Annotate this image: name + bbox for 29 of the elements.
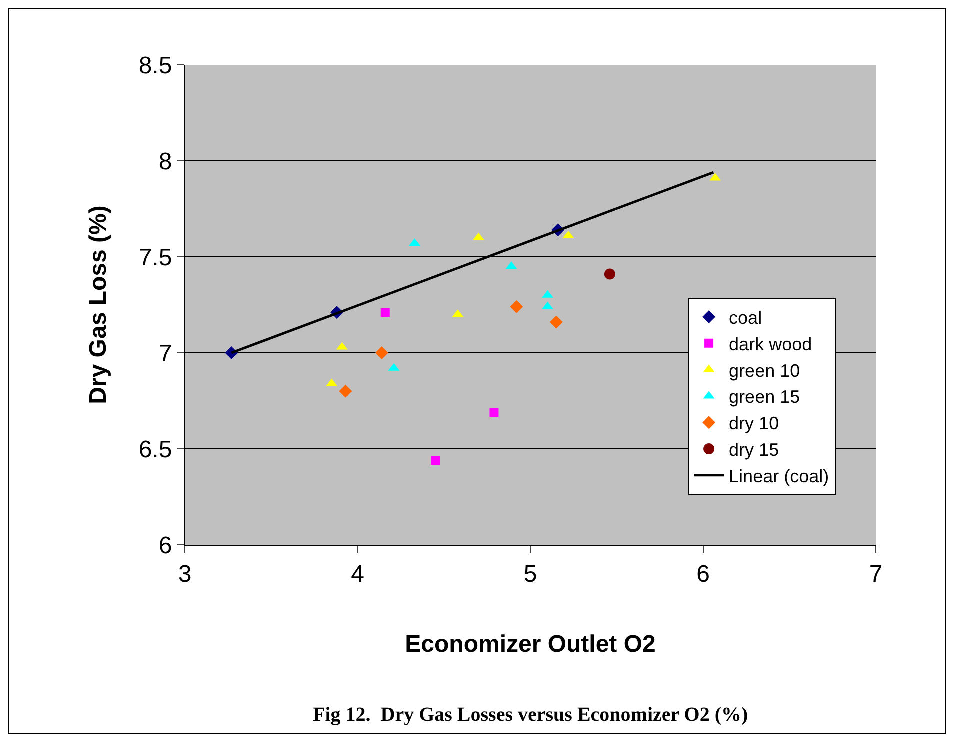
legend-label: green 10 <box>729 360 800 381</box>
x-tick-label: 5 <box>524 560 538 588</box>
point <box>375 346 388 360</box>
x-tick-label: 4 <box>351 560 364 588</box>
x-tick-label: 3 <box>178 560 192 588</box>
legend-label: green 15 <box>729 387 800 408</box>
point <box>339 384 352 398</box>
legend-label: dry 15 <box>729 440 780 460</box>
legend-label: coal <box>729 308 762 328</box>
x-tick-label: 6 <box>696 560 710 588</box>
point <box>510 300 524 314</box>
x-axis-title: Economizer Outlet O2 <box>405 631 656 658</box>
y-tick-label: 8 <box>158 148 172 176</box>
legend-label: Linear (coal) <box>729 466 830 486</box>
y-tick-label: 6 <box>158 532 172 560</box>
y-axis-title: Dry Gas Loss (%) <box>84 206 112 404</box>
point <box>550 316 563 329</box>
y-tick-label: 8.5 <box>138 52 172 80</box>
legend-label: dry 10 <box>729 414 780 434</box>
point <box>490 408 499 418</box>
y-tick-label: 7 <box>158 340 172 368</box>
point <box>380 308 390 318</box>
y-tick-label: 7.5 <box>138 244 172 272</box>
caption: Fig 12. Dry Gas Losses versus Economizer O2 (%) <box>313 704 748 726</box>
x-tick-label: 7 <box>869 560 883 588</box>
point <box>604 268 616 280</box>
y-tick-label: 6.5 <box>138 436 172 464</box>
legend-label: dark wood <box>729 334 812 354</box>
point <box>430 456 440 466</box>
